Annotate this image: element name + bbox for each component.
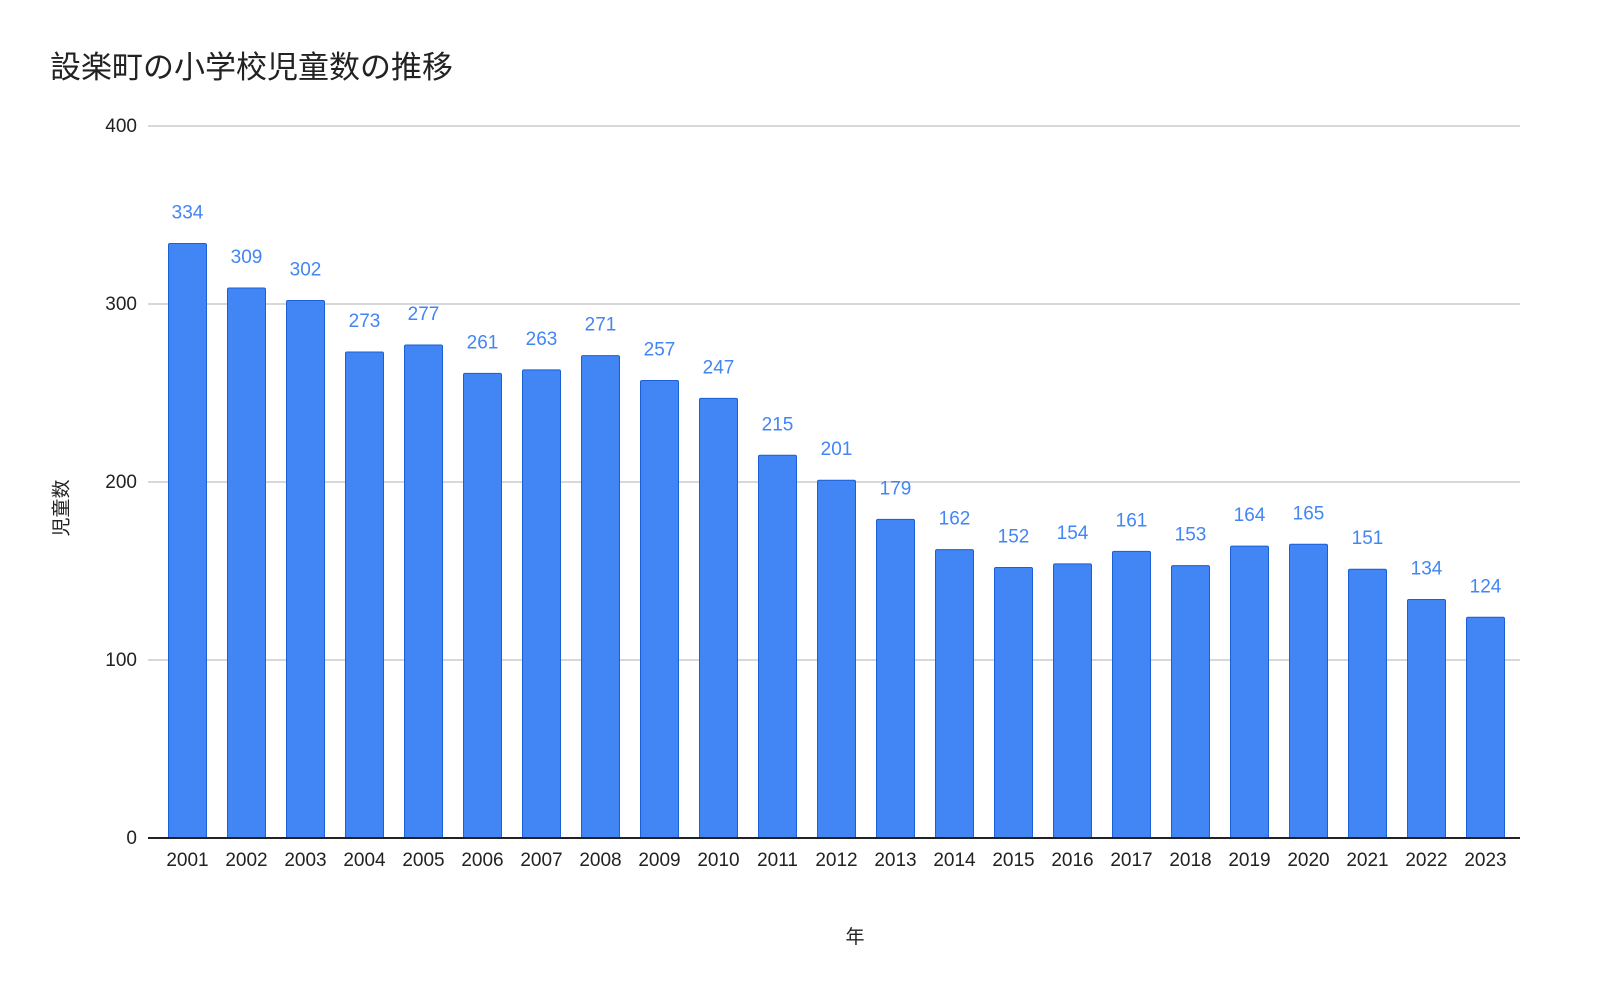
- bar: [817, 479, 856, 839]
- x-tick-label: 2005: [402, 850, 444, 871]
- data-label: 263: [526, 329, 558, 350]
- chart-title: 設楽町の小学校児童数の推移: [50, 50, 453, 86]
- x-tick-label: 2018: [1169, 850, 1211, 871]
- data-label: 152: [998, 526, 1030, 547]
- data-label: 334: [172, 202, 204, 223]
- bar: [404, 344, 443, 839]
- bar: [758, 454, 797, 839]
- x-tick-label: 2006: [461, 850, 503, 871]
- bar: [1053, 563, 1092, 839]
- x-tick-label: 2010: [697, 850, 739, 871]
- data-label: 273: [349, 311, 381, 332]
- bar: [1171, 565, 1210, 839]
- bar: [581, 355, 620, 839]
- x-tick-label: 2012: [815, 850, 857, 871]
- data-label: 247: [703, 357, 735, 378]
- bar: [994, 566, 1033, 839]
- x-tick-label: 2022: [1405, 850, 1447, 871]
- x-tick-label: 2013: [874, 850, 916, 871]
- data-label: 153: [1175, 525, 1207, 546]
- data-label: 302: [290, 259, 322, 280]
- data-label: 124: [1470, 576, 1502, 597]
- data-label: 277: [408, 304, 440, 325]
- x-tick-label: 2017: [1110, 850, 1152, 871]
- bar: [1407, 598, 1446, 839]
- x-tick-label: 2002: [225, 850, 267, 871]
- data-label: 261: [467, 332, 499, 353]
- x-tick-label: 2004: [343, 850, 386, 871]
- y-tick-label: 300: [105, 294, 137, 315]
- x-tick-label: 2009: [638, 850, 680, 871]
- x-tick-label: 2021: [1346, 850, 1388, 871]
- data-label: 154: [1057, 523, 1089, 544]
- data-label: 309: [231, 247, 263, 268]
- bar: [522, 369, 561, 839]
- bar: [168, 242, 207, 839]
- x-tick-label: 2003: [284, 850, 326, 871]
- y-tick-label: 400: [105, 116, 137, 137]
- bar: [640, 380, 679, 839]
- bar: [1289, 543, 1328, 839]
- x-axis-label: 年: [845, 926, 865, 948]
- x-tick-label: 2019: [1228, 850, 1270, 871]
- bar: [1348, 568, 1387, 839]
- x-tick-label: 2015: [992, 850, 1034, 871]
- data-label: 161: [1116, 510, 1148, 531]
- data-label: 179: [880, 478, 912, 499]
- x-tick-label: 2008: [579, 850, 621, 871]
- x-tick-label: 2020: [1287, 850, 1329, 871]
- bar: [699, 397, 738, 839]
- bar: [286, 299, 325, 839]
- data-label: 165: [1293, 503, 1325, 524]
- data-label: 151: [1352, 528, 1384, 549]
- y-tick-label: 0: [126, 828, 137, 849]
- data-label: 257: [644, 340, 676, 361]
- bar: [227, 287, 266, 839]
- data-label: 134: [1411, 558, 1443, 579]
- bar: [935, 549, 974, 839]
- x-tick-label: 2023: [1464, 850, 1506, 871]
- x-tick-label: 2011: [757, 850, 798, 871]
- data-label: 215: [762, 414, 794, 435]
- y-tick-label: 200: [105, 472, 137, 493]
- bar: [1230, 545, 1269, 839]
- bar: [345, 351, 384, 839]
- bar: [876, 518, 915, 839]
- bar: [1466, 616, 1505, 839]
- y-tick-label: 100: [105, 650, 137, 671]
- bar: [463, 372, 502, 839]
- x-tick-label: 2007: [520, 850, 562, 871]
- x-tick-label: 2014: [933, 850, 976, 871]
- x-tick-label: 2016: [1051, 850, 1093, 871]
- data-label: 162: [939, 509, 971, 530]
- data-label: 164: [1234, 505, 1266, 526]
- bar: [1112, 550, 1151, 839]
- data-label: 271: [585, 315, 617, 336]
- x-tick-label: 2001: [166, 850, 208, 871]
- data-label: 201: [821, 439, 853, 460]
